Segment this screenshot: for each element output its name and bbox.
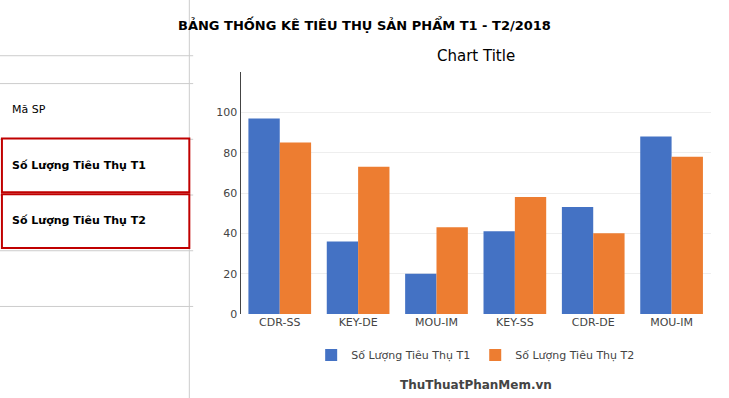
svg-text:Số Lượng Tiêu Thụ T1: Số Lượng Tiêu Thụ T1 — [351, 349, 470, 362]
svg-text:0: 0 — [230, 308, 237, 321]
svg-text:Số Lượng Tiêu Thụ T2: Số Lượng Tiêu Thụ T2 — [12, 214, 146, 227]
svg-text:Số Lượng Tiêu Thụ T2: Số Lượng Tiêu Thụ T2 — [515, 349, 634, 362]
svg-text:80: 80 — [223, 147, 237, 160]
svg-text:20: 20 — [223, 268, 237, 281]
svg-text:CDR-DE: CDR-DE — [572, 316, 615, 329]
svg-text:Số Lượng Tiêu Thụ T1: Số Lượng Tiêu Thụ T1 — [12, 159, 146, 172]
svg-text:60: 60 — [223, 187, 237, 200]
svg-text:40: 40 — [223, 227, 237, 240]
svg-text:CDR-SS: CDR-SS — [259, 316, 300, 329]
svg-text:MOU-IM: MOU-IM — [415, 316, 458, 329]
svg-text:KEY-DE: KEY-DE — [339, 316, 378, 329]
svg-text:ThuThuatPhanMem.vn: ThuThuatPhanMem.vn — [400, 378, 552, 392]
svg-text:BẢNG THỐNG KÊ TIÊU THỤ SẢN PHẨ: BẢNG THỐNG KÊ TIÊU THỤ SẢN PHẨM T1 - T2/… — [178, 16, 551, 33]
svg-text:100: 100 — [216, 106, 237, 119]
svg-text:Mã SP: Mã SP — [12, 103, 46, 116]
svg-text:MOU-IM: MOU-IM — [650, 316, 693, 329]
svg-text:KEY-SS: KEY-SS — [496, 316, 534, 329]
svg-text:Chart Title: Chart Title — [437, 47, 515, 65]
